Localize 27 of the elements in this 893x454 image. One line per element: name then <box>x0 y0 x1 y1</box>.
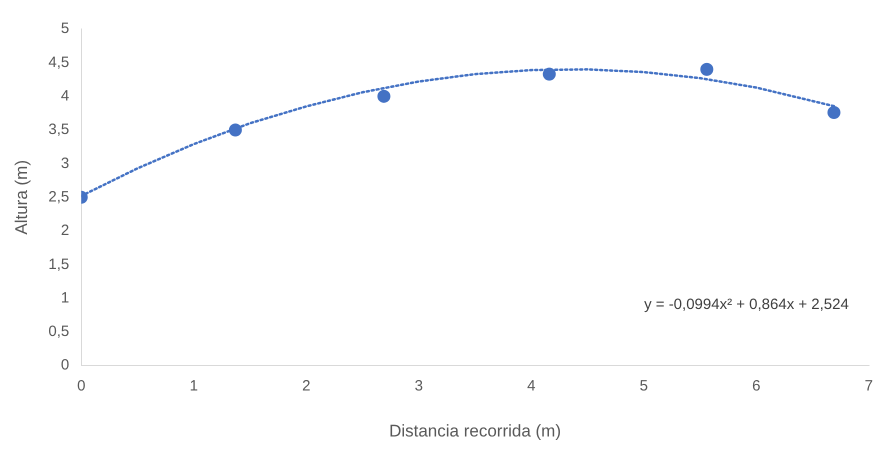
x-tick-label: 5 <box>640 378 648 395</box>
y-tick-label: 4,5 <box>48 54 70 71</box>
y-tick-label: 5 <box>60 20 70 38</box>
x-tick-label: 3 <box>414 378 423 395</box>
y-tick-label: 2,5 <box>48 188 70 206</box>
x-tick-label: 6 <box>752 378 760 395</box>
point <box>377 90 390 103</box>
y-tick-label: 2 <box>60 222 70 240</box>
y-tick-label: 0,5 <box>48 323 70 340</box>
point <box>228 123 242 136</box>
x-tick-label: 0 <box>77 378 86 395</box>
annotation: y = -0,0994x² + 0,864x + 2,524 <box>644 296 849 314</box>
y-axis-title: Altura (m) <box>12 160 31 235</box>
y-tick-label: 3,5 <box>48 121 70 138</box>
point <box>700 62 714 76</box>
y-tick-label: 3 <box>60 154 70 172</box>
x-tick-label: 7 <box>864 378 873 395</box>
x-tick-label: 2 <box>302 378 310 395</box>
point <box>827 106 840 119</box>
point <box>542 68 556 81</box>
y-tick-label: 1 <box>60 289 70 306</box>
x-tick-label: 4 <box>527 378 536 395</box>
y-tick-label: 0 <box>60 356 70 374</box>
x-axis-title: Distancia recorrida (m) <box>389 421 562 440</box>
y-tick-label: 4 <box>60 87 70 104</box>
y-tick-label: 1,5 <box>48 256 70 273</box>
x-tick-label: 1 <box>190 378 198 395</box>
